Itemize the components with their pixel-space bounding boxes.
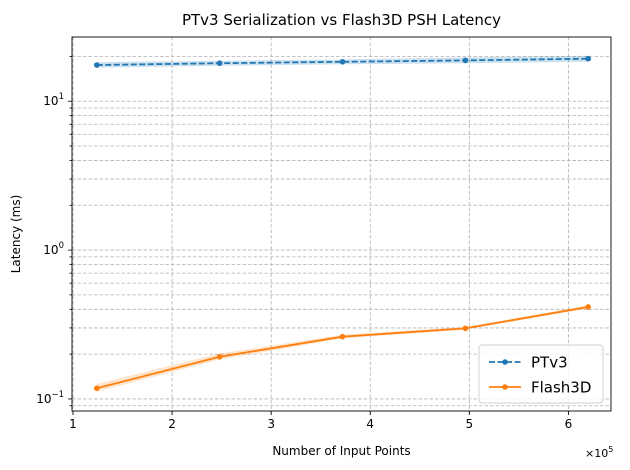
- axes: [71, 36, 612, 412]
- x-tick-label: 4: [366, 417, 374, 431]
- point-flash3d: [339, 333, 346, 340]
- x-tick-label: 2: [168, 417, 176, 431]
- x-tick-label: 3: [267, 417, 275, 431]
- x-tick-label: 6: [565, 417, 573, 431]
- y-axis-label: Latency (ms): [9, 195, 23, 274]
- line-ptv3: [96, 57, 589, 66]
- point-flash3d: [93, 385, 100, 392]
- legend-marker-ptv3: [502, 359, 508, 365]
- x-tick-label: 5: [465, 417, 473, 431]
- grid: [72, 37, 611, 411]
- y-axis-ticks: 10−1 100 101: [36, 56, 72, 407]
- x-axis-scale-factor: ×105: [585, 445, 613, 460]
- point-flash3d: [462, 325, 469, 332]
- plot-frame: [71, 36, 612, 412]
- point-flash3d: [216, 353, 223, 360]
- y-tick-label: 10−1: [36, 390, 64, 406]
- point-ptv3: [216, 60, 223, 67]
- x-tick-label: 1: [69, 417, 77, 431]
- y-tick-label: 101: [43, 92, 64, 108]
- point-ptv3: [585, 55, 592, 62]
- point-ptv3: [93, 62, 100, 68]
- legend-marker-flash3d: [502, 384, 508, 390]
- legend-label-flash3d: Flash3D: [531, 379, 591, 397]
- legend: PTv3 Flash3D: [478, 344, 604, 404]
- x-axis-ticks: 1 2 3 4 5 6: [69, 411, 572, 431]
- legend-box: [478, 344, 604, 404]
- chart-title: PTv3 Serialization vs Flash3D PSH Latenc…: [182, 11, 501, 29]
- x-axis-label: Number of Input Points: [272, 444, 410, 458]
- legend-label-ptv3: PTv3: [531, 354, 568, 372]
- point-ptv3: [339, 58, 346, 65]
- data-points: [93, 55, 592, 392]
- y-tick-label: 100: [43, 241, 64, 257]
- point-ptv3: [462, 57, 469, 64]
- point-flash3d: [585, 304, 592, 310]
